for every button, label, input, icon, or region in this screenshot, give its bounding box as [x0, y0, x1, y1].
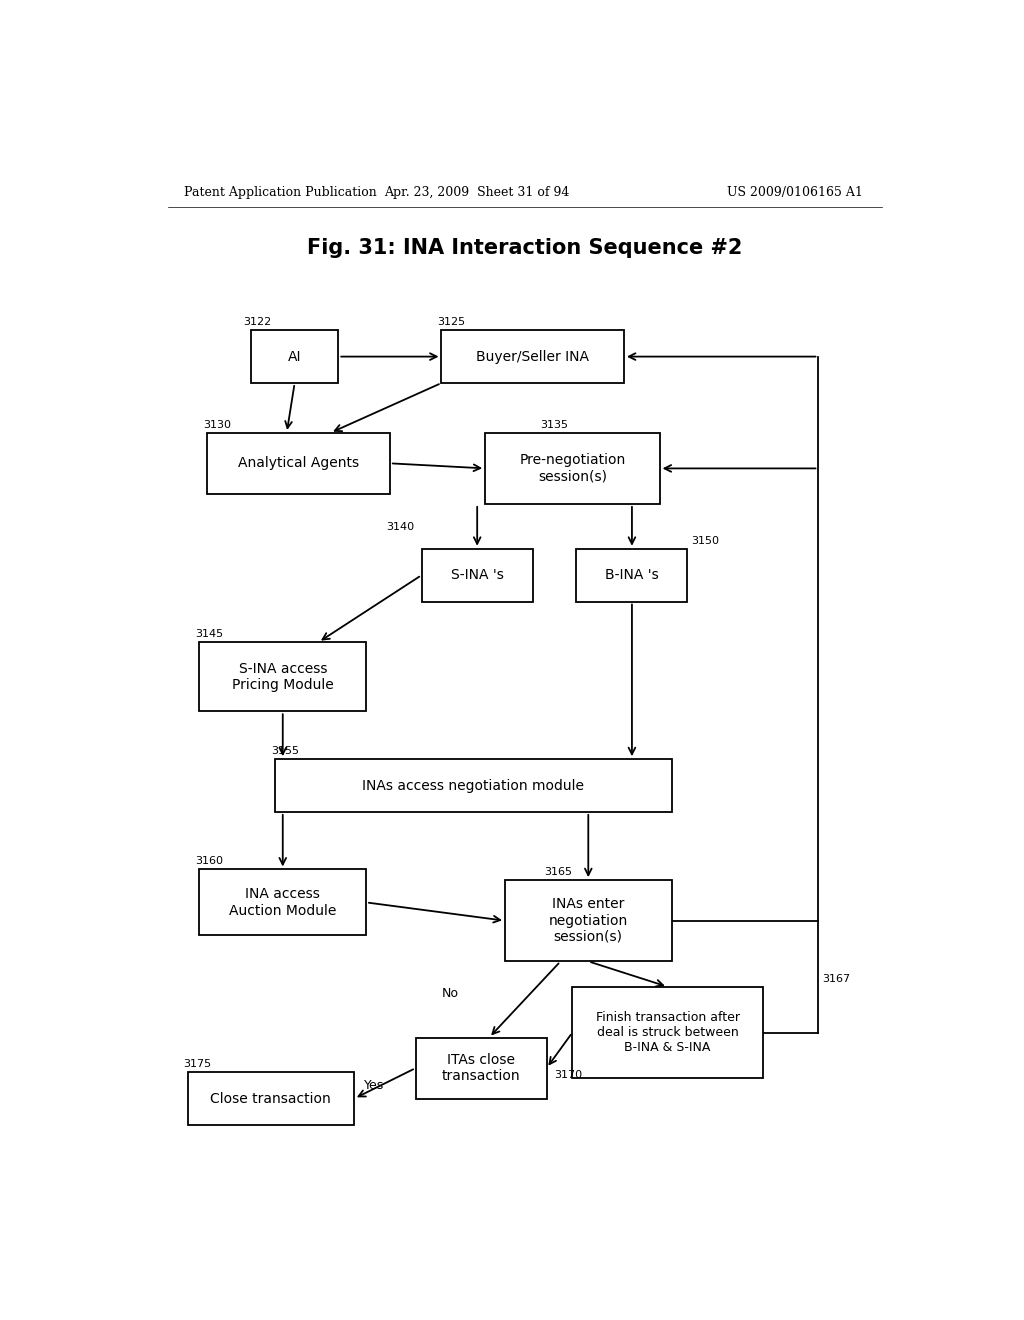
Text: ITAs close
transaction: ITAs close transaction: [441, 1053, 520, 1084]
Text: Apr. 23, 2009  Sheet 31 of 94: Apr. 23, 2009 Sheet 31 of 94: [384, 186, 570, 199]
FancyBboxPatch shape: [441, 330, 624, 383]
Text: Buyer/Seller INA: Buyer/Seller INA: [476, 350, 589, 363]
FancyBboxPatch shape: [422, 549, 532, 602]
Text: 3165: 3165: [545, 867, 572, 876]
Text: US 2009/0106165 A1: US 2009/0106165 A1: [727, 186, 862, 199]
FancyBboxPatch shape: [572, 987, 763, 1078]
FancyBboxPatch shape: [485, 433, 659, 504]
Text: Pre-negotiation
session(s): Pre-negotiation session(s): [519, 453, 626, 483]
Text: 3175: 3175: [183, 1059, 212, 1069]
Text: Analytical Agents: Analytical Agents: [238, 457, 359, 470]
Text: 3155: 3155: [270, 746, 299, 756]
Text: AI: AI: [288, 350, 301, 363]
FancyBboxPatch shape: [251, 330, 338, 383]
Text: 3135: 3135: [541, 420, 568, 430]
Text: 3170: 3170: [555, 1071, 583, 1080]
FancyBboxPatch shape: [505, 880, 672, 961]
Text: 3150: 3150: [691, 536, 720, 545]
Text: INAs access negotiation module: INAs access negotiation module: [362, 779, 585, 792]
Text: Finish transaction after
deal is struck between
B-INA & S-INA: Finish transaction after deal is struck …: [596, 1011, 739, 1053]
Text: S-INA access
Pricing Module: S-INA access Pricing Module: [231, 661, 334, 692]
Text: 3130: 3130: [204, 420, 231, 430]
Text: B-INA 's: B-INA 's: [605, 568, 658, 582]
Text: Yes: Yes: [364, 1078, 384, 1092]
FancyBboxPatch shape: [274, 759, 672, 812]
FancyBboxPatch shape: [577, 549, 687, 602]
Text: Close transaction: Close transaction: [211, 1092, 331, 1106]
Text: S-INA 's: S-INA 's: [451, 568, 504, 582]
FancyBboxPatch shape: [200, 870, 367, 936]
Text: Fig. 31: INA Interaction Sequence #2: Fig. 31: INA Interaction Sequence #2: [307, 238, 742, 257]
Text: No: No: [441, 987, 459, 1001]
FancyBboxPatch shape: [416, 1038, 547, 1098]
Text: 3145: 3145: [196, 630, 223, 639]
Text: INA access
Auction Module: INA access Auction Module: [229, 887, 337, 917]
Text: 3167: 3167: [822, 974, 851, 983]
Text: 3140: 3140: [386, 523, 414, 532]
Text: Patent Application Publication: Patent Application Publication: [183, 186, 376, 199]
Text: INAs enter
negotiation
session(s): INAs enter negotiation session(s): [549, 898, 628, 944]
Text: 3160: 3160: [196, 857, 223, 866]
FancyBboxPatch shape: [187, 1072, 354, 1125]
Text: 3122: 3122: [243, 317, 271, 327]
FancyBboxPatch shape: [200, 643, 367, 711]
Text: 3125: 3125: [437, 317, 466, 327]
FancyBboxPatch shape: [207, 433, 390, 494]
